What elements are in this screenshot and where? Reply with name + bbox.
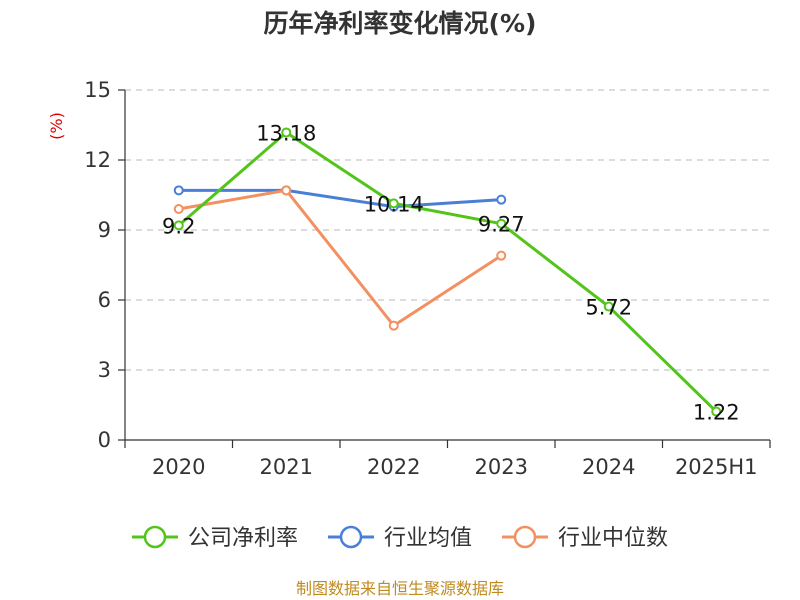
data-point <box>281 185 292 196</box>
x-tick-label: 2025H1 <box>675 455 758 479</box>
x-tick-label: 2023 <box>475 455 528 479</box>
series-line-1 <box>178 188 502 209</box>
legend-item[interactable]: 行业均值 <box>328 525 472 551</box>
legend-label: 公司净利率 <box>188 526 298 551</box>
data-point <box>711 406 722 417</box>
legend-item[interactable]: 行业中位数 <box>502 525 668 551</box>
data-point <box>173 185 184 196</box>
x-tick-label: 2021 <box>260 455 313 479</box>
y-axis-unit: (%) <box>47 112 66 140</box>
data-point <box>496 194 507 205</box>
x-tick-label: 2024 <box>582 455 635 479</box>
data-label: 10.14 <box>364 192 424 216</box>
series-lines <box>173 127 722 417</box>
data-point <box>281 127 292 138</box>
series-line-2 <box>178 188 503 328</box>
legend-item[interactable]: 公司净利率 <box>132 525 298 551</box>
legend-circle-icon <box>143 525 167 549</box>
y-tick-label: 15 <box>84 78 111 102</box>
y-tick-label: 12 <box>84 148 111 172</box>
data-point <box>496 250 507 261</box>
legend-circle-icon <box>513 525 537 549</box>
data-label: 13.18 <box>256 121 316 145</box>
x-tick-label: 2022 <box>367 455 420 479</box>
data-label: 9.27 <box>478 213 525 237</box>
data-point <box>496 218 507 229</box>
data-point <box>388 198 399 209</box>
data-label: 5.72 <box>585 296 632 320</box>
data-point <box>388 320 399 331</box>
y-tick-label: 3 <box>98 358 111 382</box>
y-tick-label: 9 <box>98 218 111 242</box>
data-point <box>173 220 184 231</box>
axes: 0 3 6 9 12 15 2020 2021 2022 2023 2024 2025H1 <box>84 78 771 479</box>
y-tick-label: 0 <box>98 428 111 452</box>
x-tick-label: 2020 <box>152 455 205 479</box>
data-labels: 9.2 13.18 10.14 9.27 5.72 1.22 <box>162 121 740 424</box>
data-label: 1.22 <box>693 401 740 425</box>
data-label: 9.2 <box>162 214 195 238</box>
legend-circle-icon <box>339 525 363 549</box>
data-source-note: 制图数据来自恒生聚源数据库 <box>296 579 504 598</box>
legend-label: 行业中位数 <box>558 526 668 551</box>
series-line-0 <box>177 130 718 413</box>
legend-label: 行业均值 <box>384 526 472 551</box>
data-point <box>173 204 184 214</box>
grid-lines <box>125 89 770 371</box>
chart-title: 历年净利率变化情况(%) <box>264 9 537 38</box>
y-tick-label: 6 <box>98 288 111 312</box>
legend[interactable]: 公司净利率 行业均值 行业中位数 <box>132 525 668 551</box>
data-point <box>603 301 614 312</box>
